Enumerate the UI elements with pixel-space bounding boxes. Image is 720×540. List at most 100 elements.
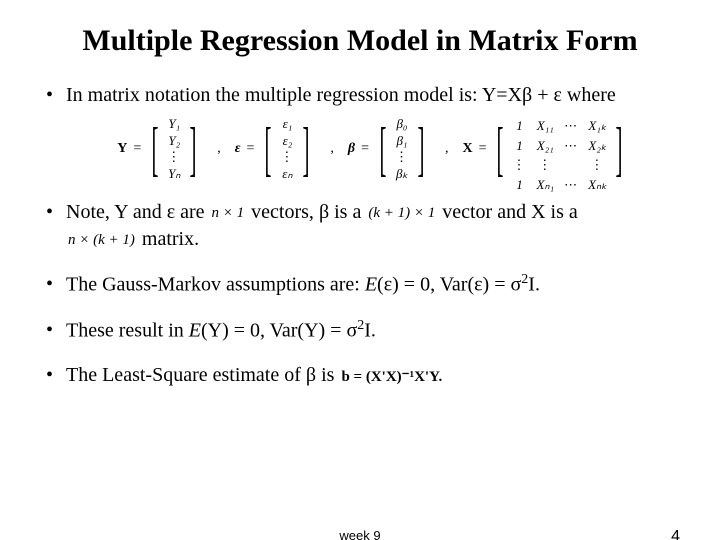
b2-e: vector and X is a [437,201,578,223]
matrix-beta: β = [ β₀ β₁ ⋮ βₖ ] [348,117,431,181]
Y-row: Y₂ [168,134,180,148]
eps: ε [384,274,392,296]
b2-d: is a [329,201,366,223]
eps-col: ε₁ ε₂ ⋮ εₙ [280,117,294,181]
slide: Multiple Regression Model in Matrix Form… [0,0,720,540]
X-cell: 1 [512,117,526,135]
bullet-2: Note, Y and ε are n × 1 vectors, β is a … [40,199,680,253]
right-bracket-icon: ] [303,119,310,179]
eps-label: ε [235,140,241,159]
vdots-icon: ⋮ [588,156,607,174]
b2-a: Note, Y and [66,201,167,223]
E-italic: E [365,274,377,296]
b3-e: ) = [483,274,511,296]
Y-row: Yₙ [168,167,180,181]
b3-c: ( [377,274,384,296]
X-cell: Xₙ₁ [536,176,554,194]
b1-text-a: In matrix notation the multiple regressi… [66,84,522,106]
vdots-icon: ⋮ [512,156,526,174]
equals-icon: = [133,140,141,159]
beta-row: β₀ [396,117,407,131]
bullet-3: The Gauss-Markov assumptions are: E(ε) =… [40,271,680,299]
b2-c: vectors, [246,201,319,223]
eps-row: εₙ [282,167,292,181]
X-cell: X₁ₖ [588,117,607,135]
bullet-5: The Least-Square estimate of β is b = (X… [40,362,680,389]
matrix-X: X = [ 1 X₁₁ ⋯ X₁ₖ 1 X₂₁ ⋯ X₂ₖ ⋮ ⋮ [462,117,628,181]
eps: ε [553,84,561,106]
b3-d: ) = 0, Var( [392,274,474,296]
beta: β [319,201,329,223]
b4-c: (Y) = 0, Var(Y) = [201,319,347,341]
right-bracket-icon: ] [190,119,197,179]
X-cell: 1 [512,137,526,155]
eps-row: ε₁ [283,117,293,131]
Y-label: Y [117,140,127,159]
X-cell [564,156,578,174]
Y-col: Y₁ Y₂ ⋮ Yₙ [167,117,181,181]
left-bracket-icon: [ [379,119,386,179]
X-grid: 1 X₁₁ ⋯ X₁ₖ 1 X₂₁ ⋯ X₂ₖ ⋮ ⋮ ⋮ 1 Xₙ₁ [512,117,606,181]
bhat-formula: b = (X'X)⁻¹X'Y. [339,367,444,387]
hdots-icon: ⋯ [564,137,578,155]
left-bracket-icon: [ [152,119,159,179]
left-bracket-icon: [ [265,119,272,179]
equals-icon: = [479,140,487,159]
b4-d: I. [364,319,376,341]
equals-icon: = [361,140,369,159]
X-cell: X₂ₖ [588,137,607,155]
left-bracket-icon: [ [497,119,504,179]
vdots-icon: ⋮ [536,156,554,174]
dim-n1: n × 1 [210,203,247,223]
vdots-icon: ⋮ [280,150,294,164]
b2-b: are [175,201,209,223]
comma: , [330,140,334,159]
sigma: σ [346,319,357,341]
footer-page: 4 [671,528,680,540]
eps: ε [474,274,482,296]
hdots-icon: ⋯ [564,117,578,135]
vdots-icon: ⋮ [167,150,181,164]
bullet-list: In matrix notation the multiple regressi… [40,82,680,389]
X-cell: X₁₁ [536,117,554,135]
X-cell: 1 [512,176,526,194]
beta: β [306,364,316,386]
sigma: σ [511,274,522,296]
X-cell: Xₙₖ [588,176,607,194]
right-bracket-icon: ] [417,119,424,179]
beta-row: β₁ [396,134,407,148]
X-cell: X₂₁ [536,137,554,155]
matrix-definitions: Y = [ Y₁ Y₂ ⋮ Yₙ ] , ε = [ [66,117,680,181]
bullet-1: In matrix notation the multiple regressi… [40,82,680,181]
b5-b: is [316,364,339,386]
b2-f: matrix. [137,228,199,250]
dim-nk1: n × (k + 1) [66,230,137,250]
eps-row: ε₂ [283,134,293,148]
matrix-Y: Y = [ Y₁ Y₂ ⋮ Yₙ ] [117,117,203,181]
page-title: Multiple Regression Model in Matrix Form [40,24,680,58]
matrix-eps: ε = [ ε₁ ε₂ ⋮ εₙ ] [235,117,317,181]
comma: , [445,140,449,159]
footer-week: week 9 [339,528,380,540]
b1-text-b: + [532,84,553,106]
b3-f: I. [528,274,540,296]
E-italic: E [189,319,201,341]
dim-k1: (k + 1) × 1 [366,203,437,223]
b3-a: The Gauss-Markov assumptions are: [66,274,365,296]
X-label: X [462,140,472,159]
bullet-4: These result in E(Y) = 0, Var(Y) = σ2I. [40,317,680,345]
equals-icon: = [247,140,255,159]
vdots-icon: ⋮ [395,150,409,164]
beta-row: βₖ [396,167,408,181]
hdots-icon: ⋯ [564,176,578,194]
b1-text-c: where [567,84,616,106]
beta: β [522,84,532,106]
b5-a: The Least-Square estimate of [66,364,306,386]
Y-row: Y₁ [168,117,180,131]
eps: ε [167,201,175,223]
b4-a: These result in [66,319,189,341]
comma: , [217,140,221,159]
beta-label: β [348,140,355,159]
right-bracket-icon: ] [615,119,622,179]
beta-col: β₀ β₁ ⋮ βₖ [395,117,409,181]
